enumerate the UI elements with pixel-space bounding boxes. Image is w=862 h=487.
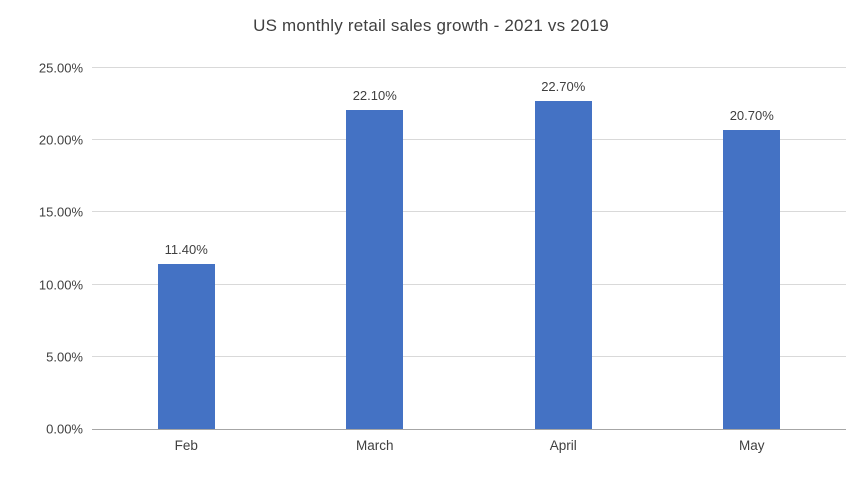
bar-value-label: 22.10%: [352, 87, 397, 103]
bar: [157, 264, 215, 429]
bar-value-label: 20.70%: [729, 108, 774, 124]
gridline: [92, 211, 846, 213]
gridline: [92, 139, 846, 141]
bar-value-label: 11.40%: [164, 242, 208, 258]
bar: [534, 101, 592, 429]
gridline: [92, 283, 846, 285]
plot-area: 0.00% 5.00% 10.00% 15.00% 20.00% 25.00% 11.40%…: [39, 61, 847, 437]
x-axis-category-label: April: [549, 438, 577, 453]
gridline: [92, 67, 846, 68]
bar: [346, 109, 404, 429]
bar-slot: 22.10%: [281, 68, 470, 429]
bar: [723, 130, 781, 429]
y-axis-tick-label: 25.00%: [38, 60, 83, 76]
x-axis-category-label: March: [355, 438, 394, 453]
gridline: [92, 355, 846, 357]
bar-slot: 20.70%: [658, 68, 847, 429]
y-axis-tick-label: 5.00%: [46, 349, 83, 365]
y-axis-tick-label: 0.00%: [46, 421, 83, 437]
x-axis-category-label: May: [738, 438, 765, 453]
bar-slot: 11.40%: [92, 68, 281, 429]
x-axis-labels: Feb March April May: [92, 438, 846, 453]
y-axis-tick-label: 15.00%: [38, 204, 83, 220]
x-axis-category-label: Feb: [174, 438, 198, 453]
y-axis-tick-label: 10.00%: [38, 277, 83, 293]
chart-title: US monthly retail sales growth - 2021 vs…: [253, 16, 609, 35]
bar-value-label: 22.70%: [541, 79, 586, 95]
y-axis-tick-label: 20.00%: [38, 132, 83, 148]
bar-slot: 22.70%: [469, 68, 658, 429]
